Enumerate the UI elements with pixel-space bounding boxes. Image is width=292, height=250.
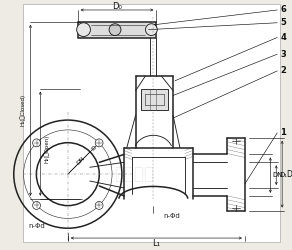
Text: H₁(关Closed): H₁(关Closed) bbox=[20, 94, 25, 126]
Bar bbox=[78, 22, 156, 38]
Bar bbox=[22, 4, 280, 242]
Text: D₁: D₁ bbox=[279, 172, 287, 178]
Text: 3: 3 bbox=[280, 50, 286, 59]
Text: n-Φd: n-Φd bbox=[29, 223, 45, 229]
Text: DN: DN bbox=[272, 172, 282, 178]
Circle shape bbox=[95, 202, 103, 209]
Text: D: D bbox=[286, 170, 292, 179]
Text: 2: 2 bbox=[280, 66, 286, 76]
Text: DN: DN bbox=[76, 155, 86, 165]
Text: 日工泵阀: 日工泵阀 bbox=[114, 165, 154, 183]
Circle shape bbox=[33, 202, 41, 209]
Text: 5: 5 bbox=[280, 18, 286, 27]
Circle shape bbox=[95, 139, 103, 147]
Text: 4: 4 bbox=[280, 33, 286, 42]
Text: 6: 6 bbox=[280, 6, 286, 15]
Circle shape bbox=[145, 24, 157, 36]
Circle shape bbox=[109, 24, 121, 36]
Text: n-Φd: n-Φd bbox=[163, 214, 180, 220]
Text: D: D bbox=[91, 144, 98, 151]
Text: D₀: D₀ bbox=[112, 2, 122, 11]
Text: H₂(开Open): H₂(开Open) bbox=[44, 134, 50, 163]
Bar bbox=[140, 89, 168, 110]
Circle shape bbox=[77, 23, 91, 36]
Circle shape bbox=[33, 139, 41, 147]
Text: L₁: L₁ bbox=[152, 240, 160, 248]
Text: 1: 1 bbox=[280, 128, 286, 137]
